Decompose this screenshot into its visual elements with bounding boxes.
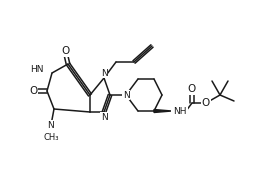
Text: NH: NH bbox=[173, 107, 187, 115]
Text: HN: HN bbox=[31, 65, 44, 74]
Text: N: N bbox=[101, 69, 107, 78]
Text: O: O bbox=[29, 86, 37, 96]
Text: O: O bbox=[188, 84, 196, 94]
Polygon shape bbox=[154, 109, 172, 113]
Text: N: N bbox=[48, 120, 54, 130]
Text: N: N bbox=[101, 113, 107, 122]
Text: NH: NH bbox=[172, 107, 185, 115]
Text: N: N bbox=[123, 91, 129, 100]
Text: O: O bbox=[61, 46, 69, 56]
Text: O: O bbox=[202, 98, 210, 108]
Text: CH₃: CH₃ bbox=[43, 133, 59, 141]
